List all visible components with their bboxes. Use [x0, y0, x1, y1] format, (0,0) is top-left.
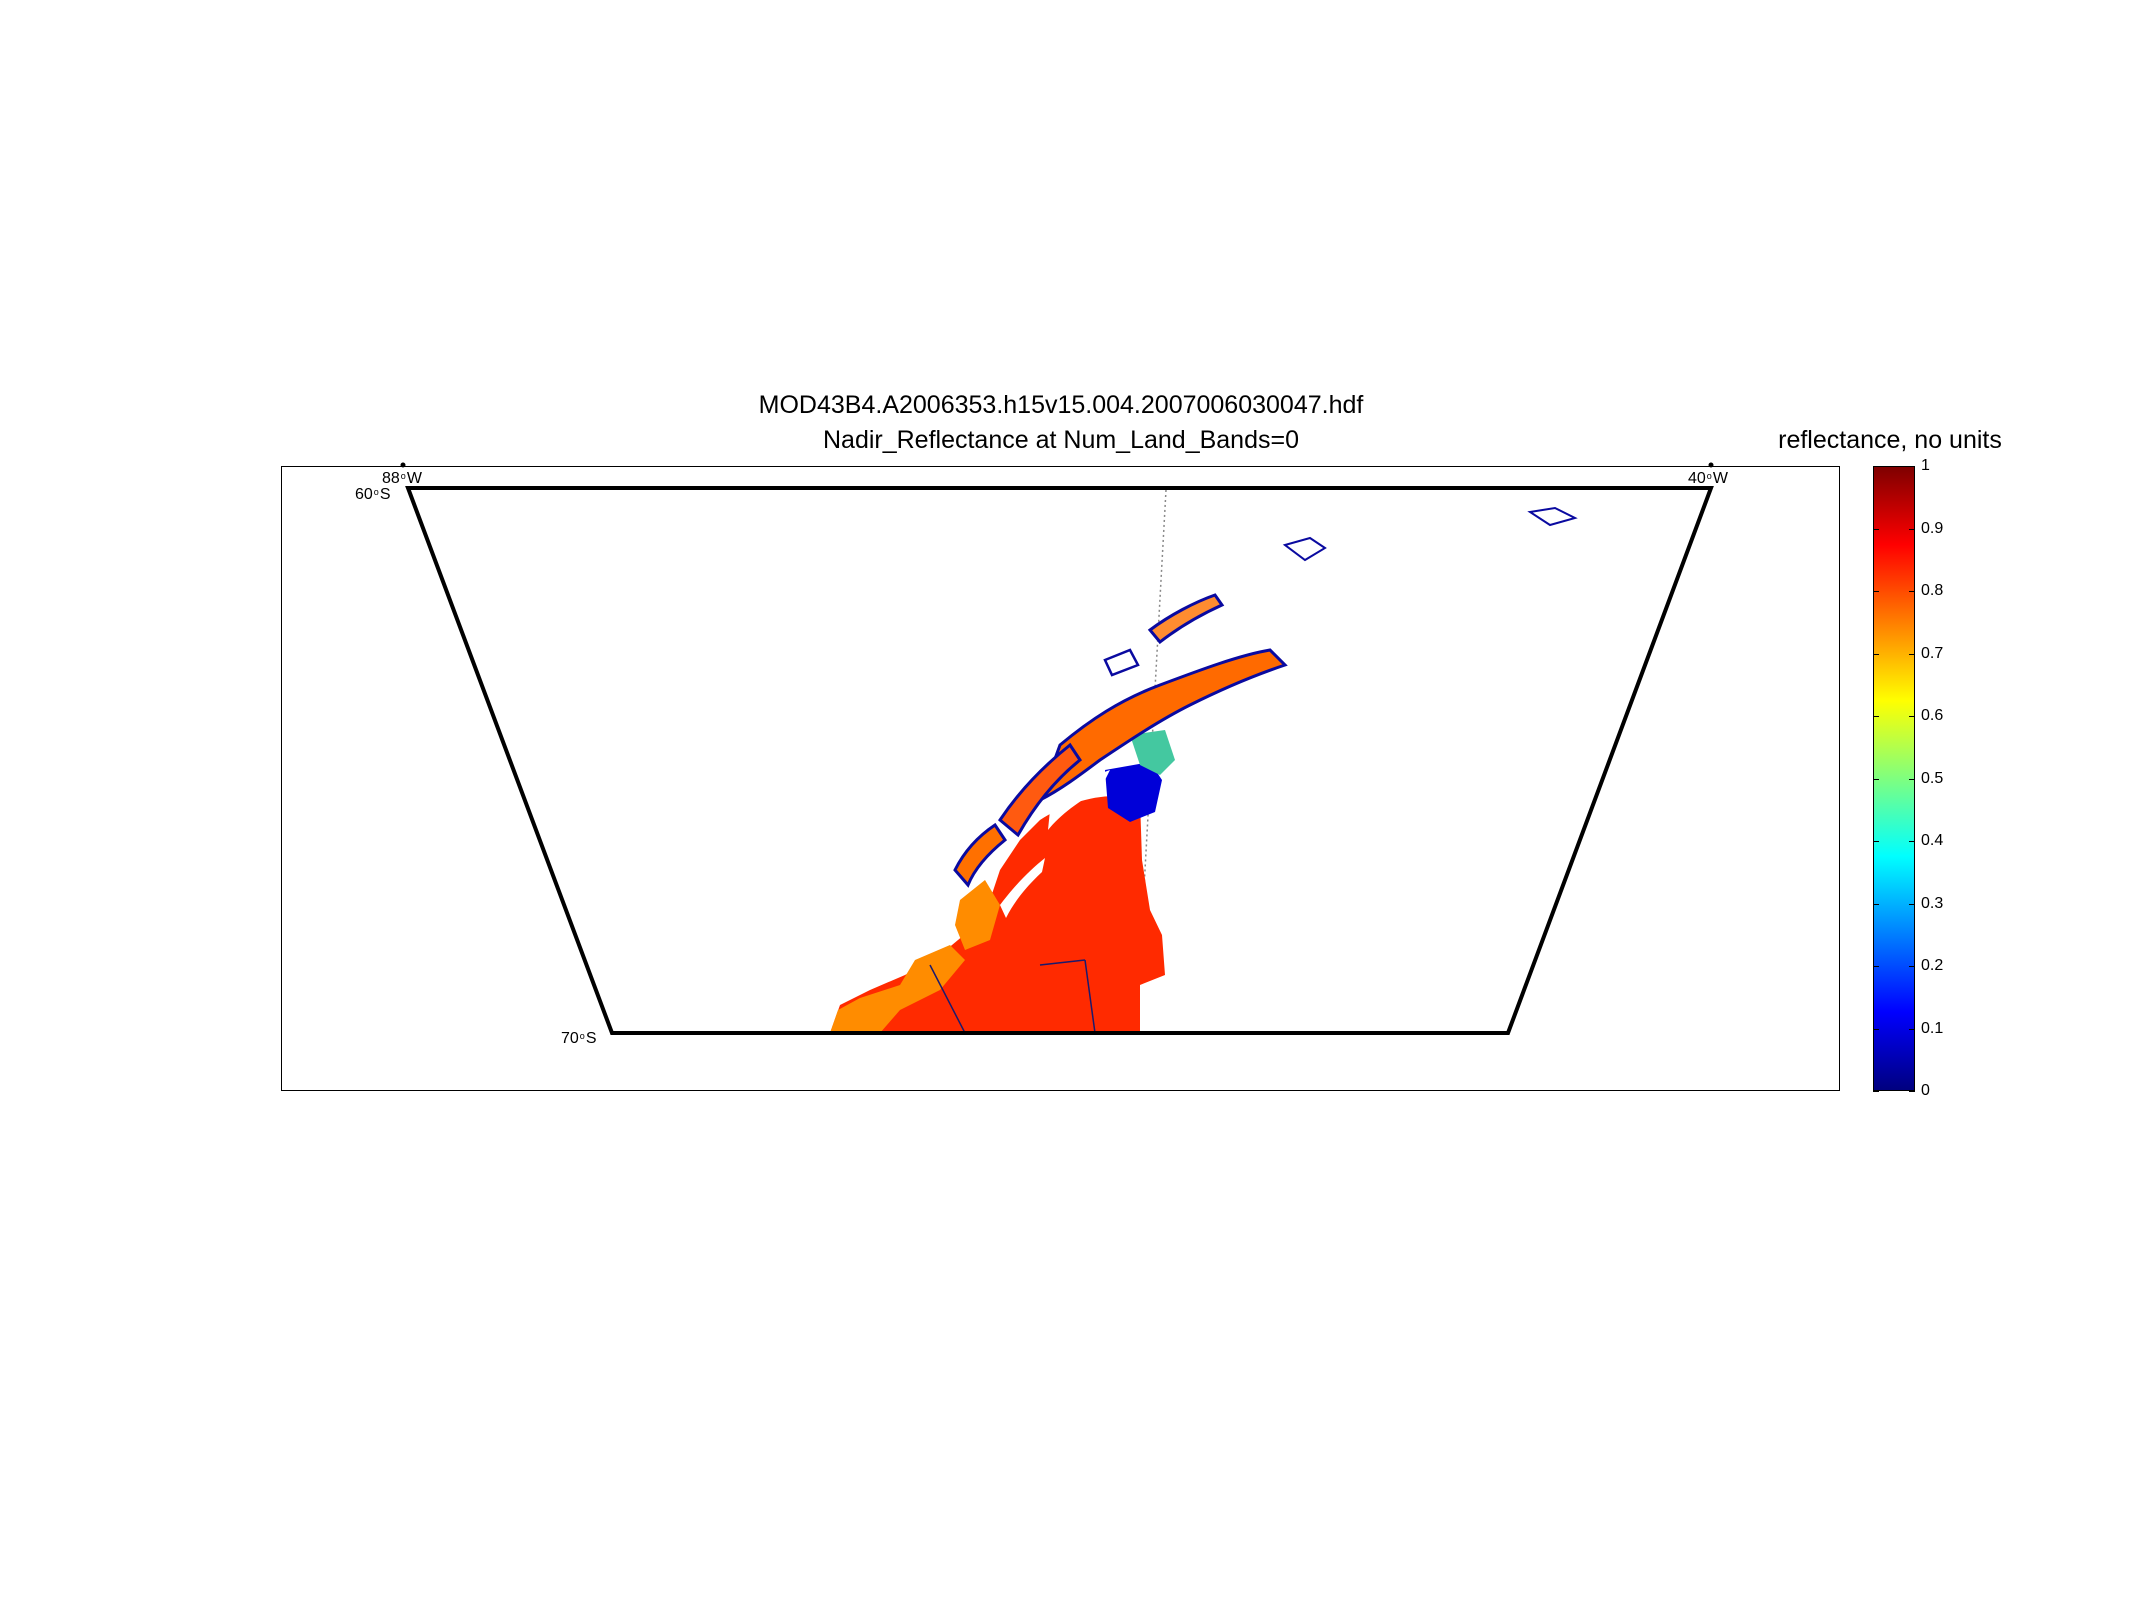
- coast-fragments-5: [1527, 506, 1578, 527]
- colorbar-tick-mark: [1873, 966, 1879, 967]
- colorbar-tick-mark: [1909, 591, 1915, 592]
- colorbar-tick-label: 0.2: [1921, 957, 1944, 974]
- colorbar-tick-mark: [1909, 779, 1915, 780]
- colorbar-tick-mark: [1873, 654, 1879, 655]
- colorbar-tick-mark: [1909, 841, 1915, 842]
- figure-subtitle: Nadir_Reflectance at Num_Land_Bands=0: [822, 426, 1299, 454]
- colorbar-tick-mark: [1873, 466, 1879, 467]
- colorbar-tick-label: 0.8: [1921, 582, 1944, 599]
- colorbar-tick-label: 0.9: [1921, 519, 1944, 537]
- northern-islands-band: [1037, 648, 1288, 804]
- colorbar-tick-mark: [1909, 529, 1915, 530]
- coast-fragments-2: [1147, 593, 1225, 645]
- colorbar-tick-mark: [1873, 591, 1879, 592]
- map-frame: [281, 466, 1840, 1091]
- colorbar-tick-mark: [1873, 529, 1879, 530]
- colorbar-tick-label: 0.5: [1921, 769, 1944, 787]
- colorbar-tick-mark: [1909, 1091, 1915, 1092]
- white-ice-streak-2: [1000, 858, 1045, 918]
- inland-boundary-1: [929, 964, 966, 1033]
- colorbar-tick-mark: [1909, 1029, 1915, 1030]
- colorbar-title: reflectance, no units: [1778, 426, 2002, 454]
- lat-label-north: 60oS: [355, 486, 391, 503]
- colorbar-tick-label: 0.7: [1921, 644, 1944, 662]
- figure-title: MOD43B4.A2006353.h15v15.004.200700603004…: [758, 391, 1364, 419]
- colorbar: [1873, 466, 1915, 1091]
- colorbar-tick-label: 0: [1921, 1082, 1930, 1099]
- lat-label-south: 70oS: [561, 1030, 597, 1047]
- colorbar-tick-mark: [1909, 966, 1915, 967]
- graticule-marker-nw: [400, 462, 406, 468]
- white-ice-streak: [1048, 770, 1110, 830]
- colorbar-tick-mark: [1909, 716, 1915, 717]
- colorbar-tick-mark: [1909, 904, 1915, 905]
- colorbar-tick-mark: [1873, 1091, 1879, 1092]
- colorbar-tick-label: 0.1: [1921, 1019, 1944, 1037]
- inland-boundary-3: [1039, 959, 1086, 966]
- colorbar-tick-mark: [1873, 1029, 1879, 1030]
- coast-fragments-3: [1103, 648, 1140, 677]
- green-patch: [1130, 730, 1175, 775]
- coast-fragments-1: [953, 822, 1008, 888]
- colorbar-tick-mark: [1909, 654, 1915, 655]
- colorbar-tick-label: 0.6: [1921, 707, 1944, 724]
- colorbar-tick-label: 1: [1921, 457, 1930, 474]
- western-islands-band: [998, 742, 1083, 838]
- lon-label-west: 88oW: [382, 470, 422, 487]
- peninsula-orange-mid: [955, 880, 1000, 950]
- colorbar-tick-label: 0.3: [1921, 894, 1944, 912]
- colorbar-tick-mark: [1873, 716, 1879, 717]
- blue-patch: [1105, 762, 1162, 822]
- colorbar-tick-mark: [1873, 841, 1879, 842]
- inland-boundary-2: [1084, 959, 1096, 1033]
- colorbar-tick-mark: [1873, 904, 1879, 905]
- colorbar-tick-label: 0.4: [1921, 832, 1944, 849]
- graticule-marker-ne: [1708, 462, 1714, 468]
- coast-fragments-4: [1282, 536, 1327, 562]
- map-projection-outline: [405, 486, 1714, 1035]
- lon-label-east: 40oW: [1688, 470, 1728, 487]
- reflectance-data: [830, 506, 1578, 1033]
- colorbar-tick-mark: [1873, 779, 1879, 780]
- colorbar-tick-mark: [1909, 466, 1915, 467]
